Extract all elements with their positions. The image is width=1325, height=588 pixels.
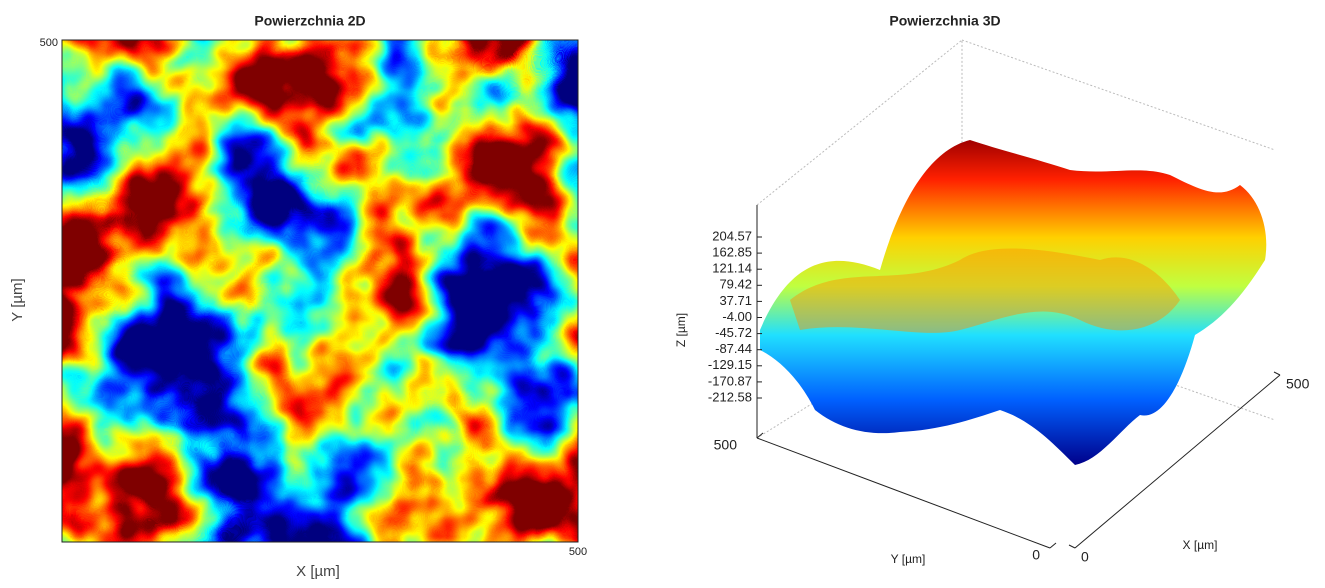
y-tick-label: 500 bbox=[40, 37, 58, 49]
y-axis-label: Y [µm] bbox=[891, 552, 926, 566]
plot-2d: Powierzchnia 2D X [µm] Y [µm] 500 500 bbox=[9, 13, 587, 580]
x-axis-label: X [µm] bbox=[296, 563, 340, 580]
y-tick bbox=[1049, 542, 1057, 549]
chart-title: Powierzchnia 3D bbox=[889, 13, 1000, 29]
y-tick bbox=[756, 432, 764, 439]
z-tick-label: -87.44 bbox=[715, 341, 752, 356]
z-tick-label: 79.42 bbox=[719, 277, 752, 292]
z-tick-label: 37.71 bbox=[719, 293, 752, 308]
z-tick-label: -45.72 bbox=[715, 325, 752, 340]
y-axis-label: Y [µm] bbox=[9, 278, 26, 321]
plot-3d: Powierzchnia 3D Y [µm] X [µm] Z [µm] 204… bbox=[674, 13, 1309, 566]
chart-title: Powierzchnia 2D bbox=[254, 13, 365, 29]
z-tick-label: 121.14 bbox=[712, 261, 752, 276]
x-tick-label: 500 bbox=[1286, 376, 1310, 392]
x-tick bbox=[1068, 544, 1076, 549]
z-tick-label: -170.87 bbox=[708, 373, 752, 388]
z-tick-label: -212.58 bbox=[708, 389, 752, 404]
x-axis-line bbox=[1074, 374, 1281, 549]
surface bbox=[760, 140, 1267, 465]
z-axis-label: Z [µm] bbox=[674, 313, 688, 347]
heatmap-surface bbox=[62, 40, 578, 542]
y-tick-label: 500 bbox=[714, 437, 738, 453]
plot-frame bbox=[61, 39, 579, 543]
z-tick-label: -4.00 bbox=[722, 309, 752, 324]
z-tick-label: 162.85 bbox=[712, 245, 752, 260]
x-tick bbox=[1273, 371, 1281, 376]
y-axis-line bbox=[756, 437, 1051, 549]
x-tick-label: 0 bbox=[1081, 549, 1089, 565]
x-axis-label: X [µm] bbox=[1183, 538, 1218, 552]
z-tick-label: 204.57 bbox=[712, 228, 752, 243]
z-tick-label: -129.15 bbox=[708, 357, 752, 372]
surface-ridge bbox=[790, 248, 1180, 333]
y-tick-label: 0 bbox=[1032, 547, 1040, 563]
x-tick-label: 500 bbox=[569, 546, 587, 558]
